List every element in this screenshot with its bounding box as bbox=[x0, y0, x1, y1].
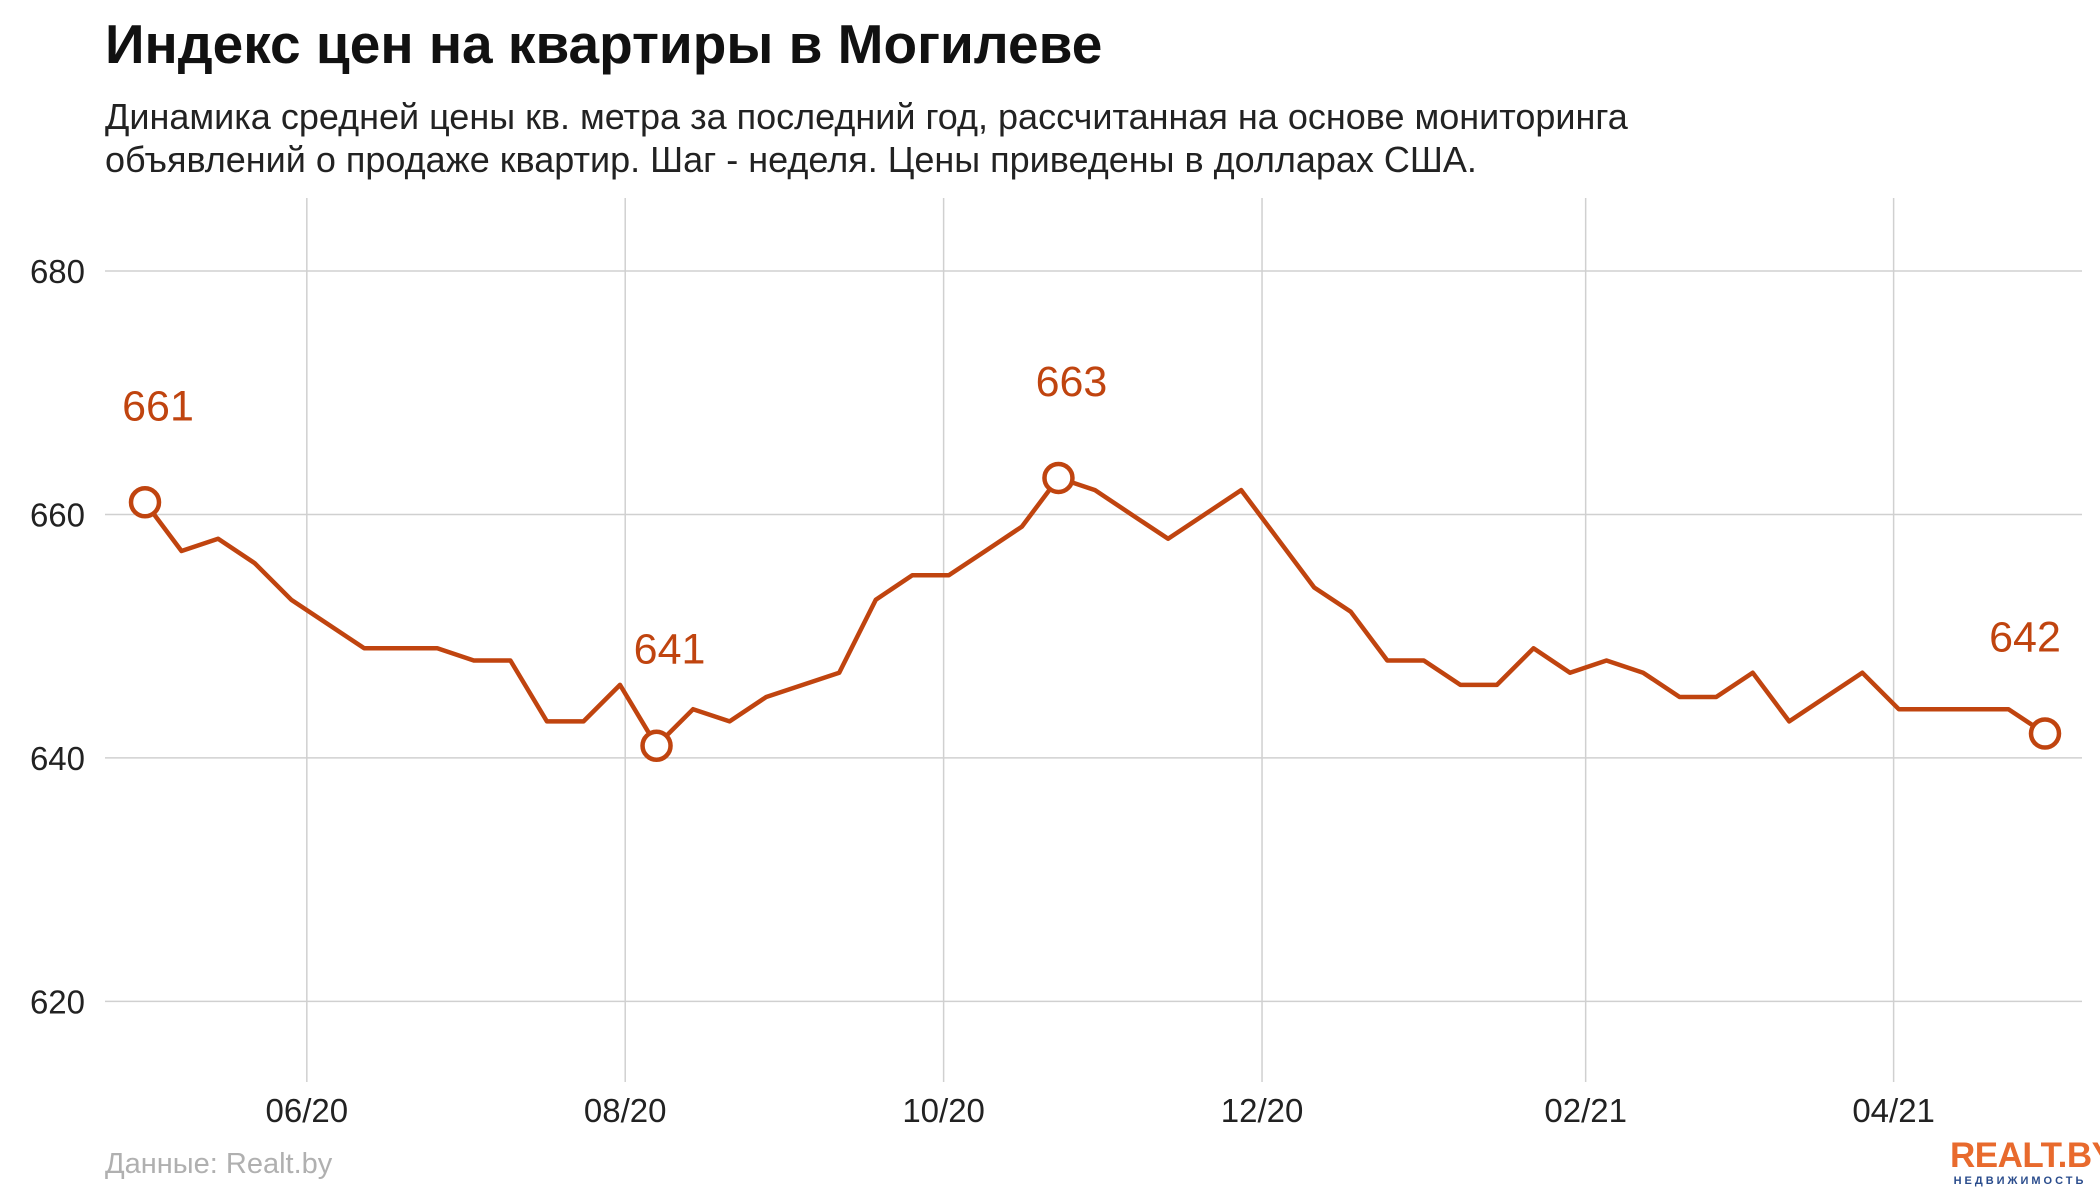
x-tick-label: 08/20 bbox=[584, 1092, 667, 1129]
y-tick-label: 620 bbox=[30, 983, 85, 1020]
highlight-point bbox=[1042, 461, 1075, 495]
data-label: 663 bbox=[1036, 358, 1108, 406]
x-tick-label: 02/21 bbox=[1544, 1092, 1627, 1129]
price-series bbox=[142, 475, 2048, 748]
series-line bbox=[142, 475, 2048, 748]
y-tick-label: 680 bbox=[30, 253, 85, 290]
highlight-point bbox=[640, 729, 673, 762]
highlight-point bbox=[128, 486, 162, 519]
x-tick-label: 10/20 bbox=[902, 1092, 985, 1129]
logo-tagline: НЕДВИЖИМОСТЬ bbox=[1953, 1175, 2087, 1187]
data-label: 641 bbox=[634, 626, 706, 674]
logo-wordmark: REALT.BY bbox=[1950, 1136, 2100, 1175]
grid bbox=[105, 198, 2082, 1082]
chart-subtitle: Динамика средней цены кв. метра за после… bbox=[105, 95, 1805, 181]
highlight-markers: 661 641 663 642 bbox=[122, 358, 2062, 762]
highlight-point bbox=[2028, 717, 2062, 750]
data-source: Данные: Realt.by bbox=[105, 1148, 333, 1180]
chart-title: Индекс цен на квартиры в Могилеве bbox=[105, 13, 1103, 75]
data-label: 661 bbox=[122, 382, 194, 430]
axis-labels: 620 640 660 680 06/20 08/20 10/20 12/20 02/21 04/… bbox=[30, 253, 1935, 1129]
chart-subtitle-line-1: Динамика средней цены кв. метра за после… bbox=[105, 96, 1628, 137]
realt-logo: REALT.BY НЕДВИЖИМОСТЬ bbox=[1950, 1136, 2100, 1188]
y-tick-label: 640 bbox=[30, 740, 85, 777]
y-tick-label: 660 bbox=[30, 496, 85, 533]
x-tick-label: 12/20 bbox=[1221, 1092, 1304, 1129]
x-tick-label: 04/21 bbox=[1852, 1092, 1935, 1129]
chart-subtitle-line-2: объявлений о продаже квартир. Шаг - неде… bbox=[105, 139, 1477, 180]
x-tick-label: 06/20 bbox=[266, 1092, 349, 1129]
data-label: 642 bbox=[1989, 614, 2061, 662]
